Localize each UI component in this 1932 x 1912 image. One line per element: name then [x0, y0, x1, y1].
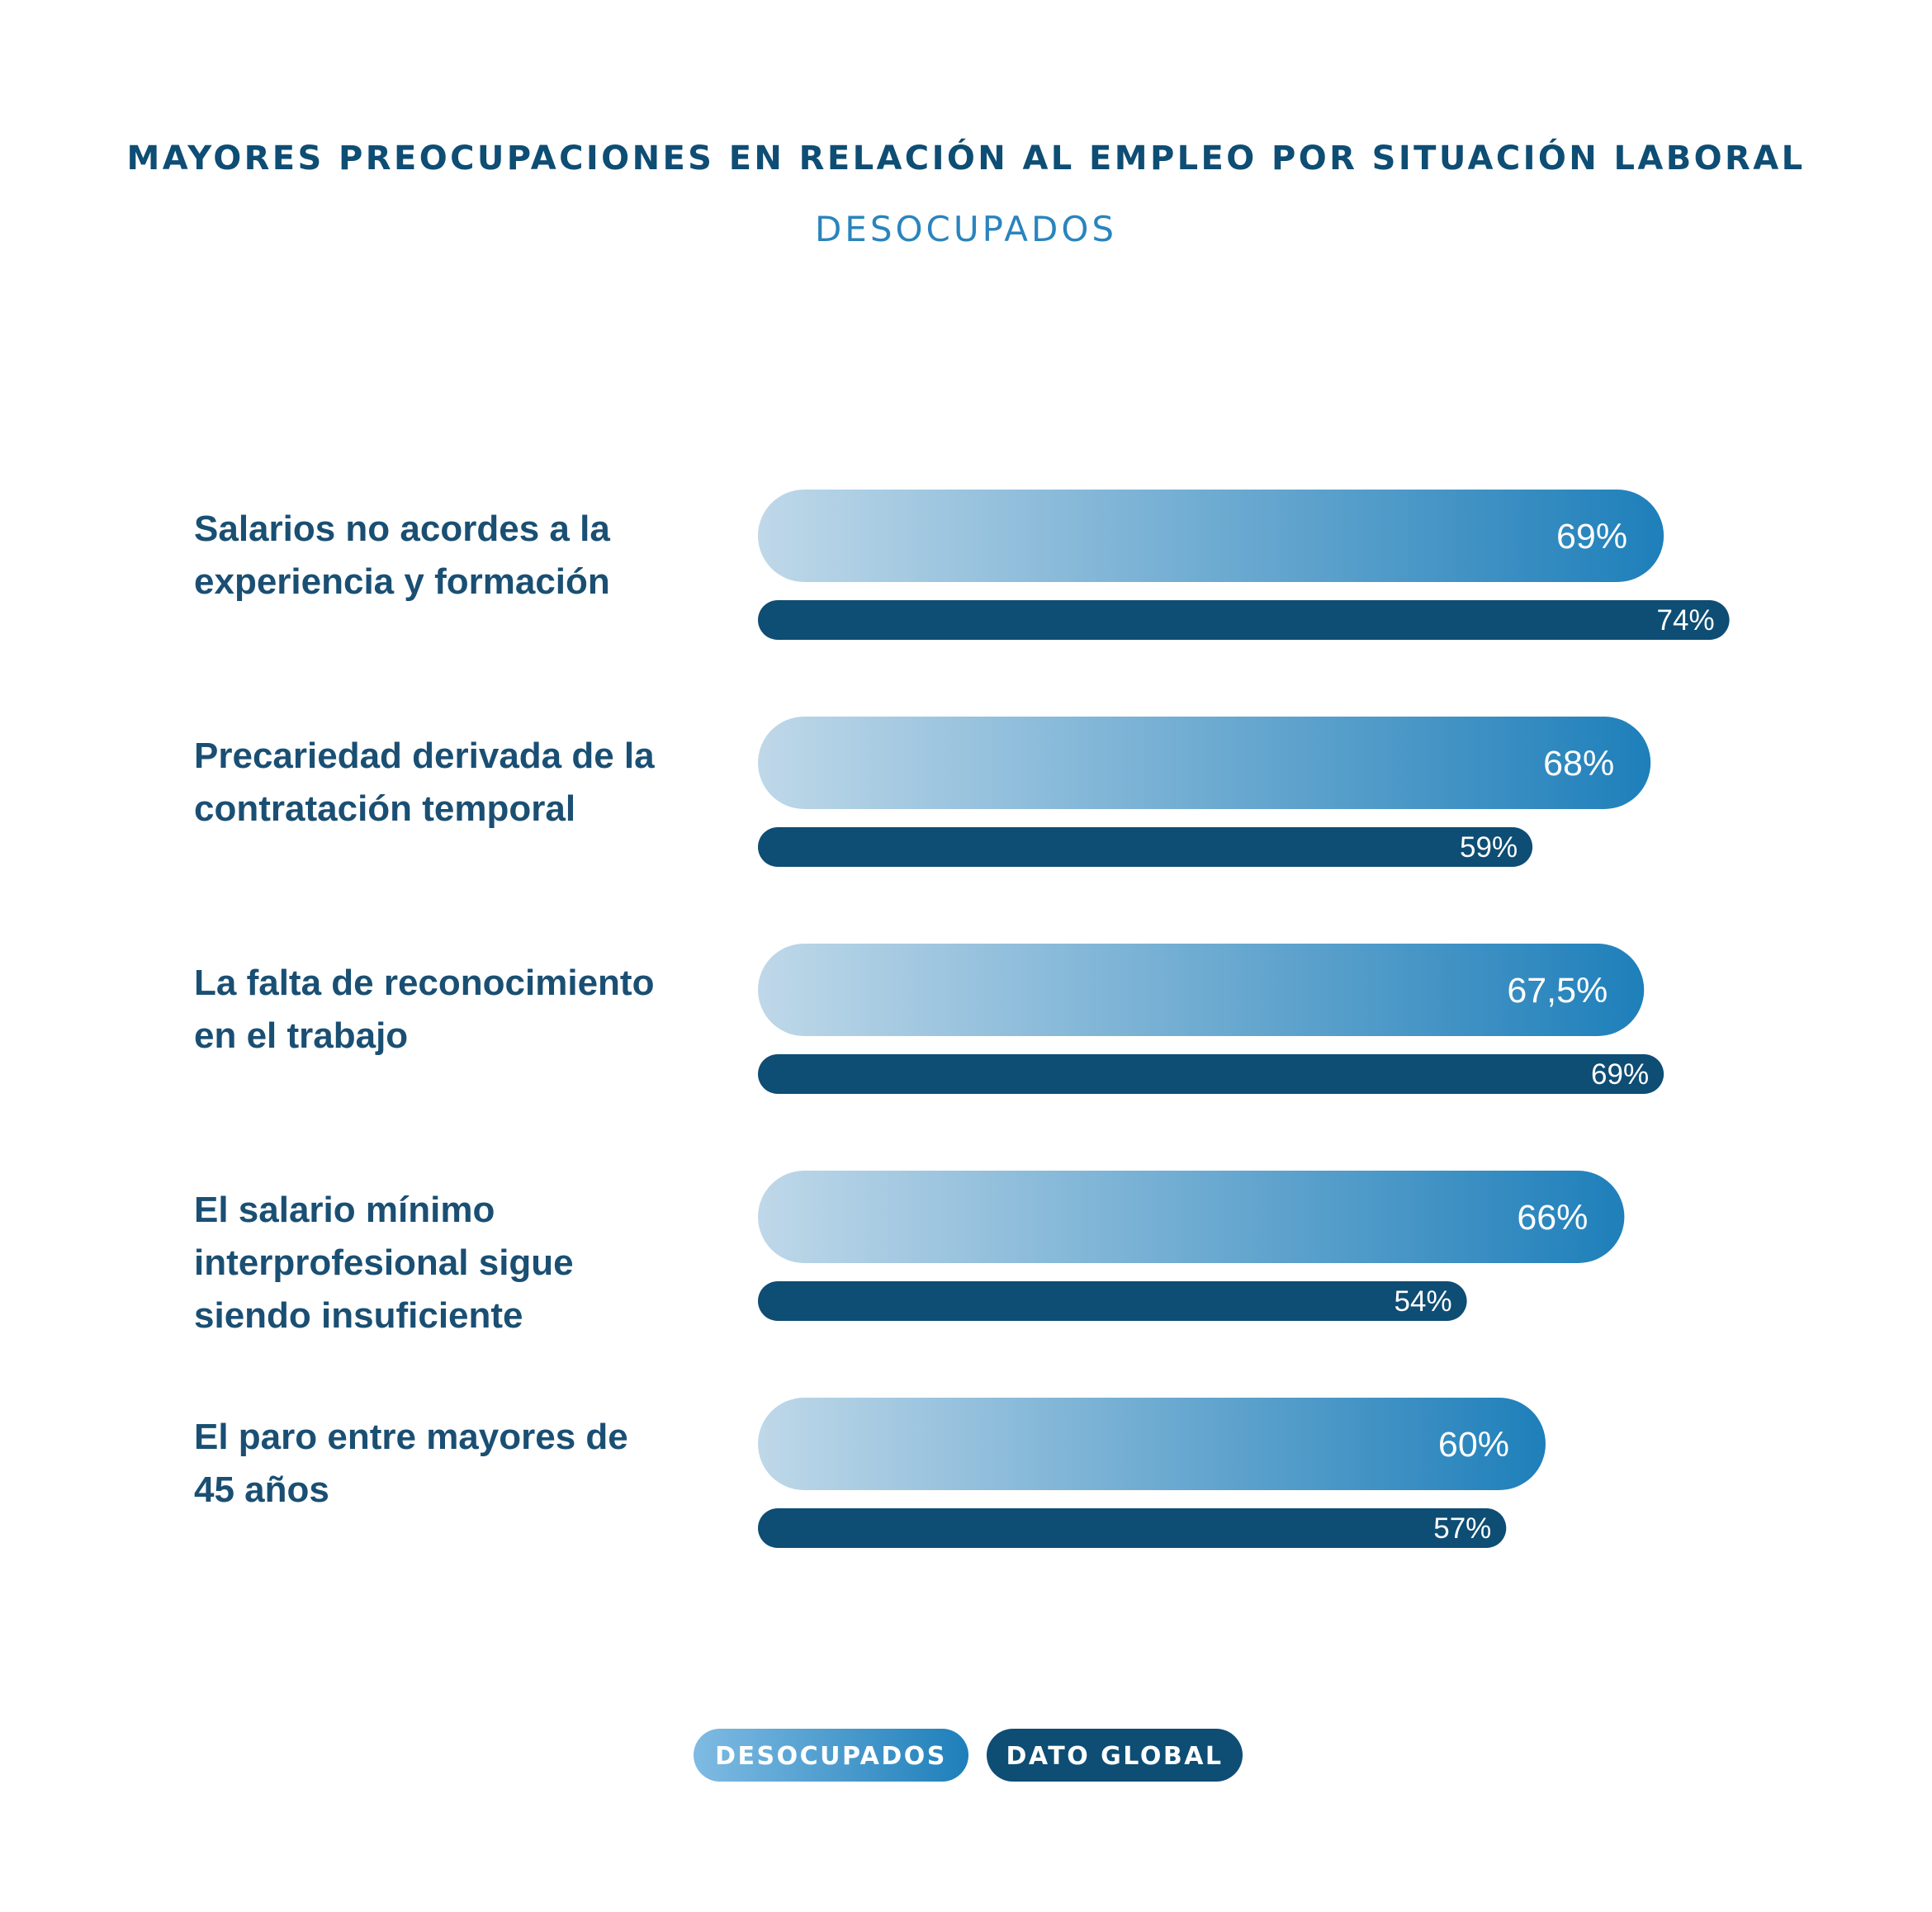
value-label-desocupados: 67,5%	[1507, 971, 1608, 1010]
value-label-dato-global: 69%	[1591, 1058, 1649, 1091]
bar-dato-global	[758, 827, 1533, 867]
category-label: Salarios no acordes a la	[194, 509, 610, 549]
bar-desocupados	[758, 1398, 1546, 1490]
legend-swatch	[694, 1729, 968, 1782]
bar-group: La falta de reconocimiento en el trabajo 6…	[194, 944, 1664, 1094]
bar-dato-global	[758, 1054, 1664, 1094]
bar-dato-global	[758, 1508, 1507, 1548]
value-label-desocupados: 66%	[1517, 1198, 1588, 1238]
value-label-desocupados: 69%	[1556, 517, 1627, 556]
chart-subtitle: DESOCUPADOS	[815, 209, 1117, 249]
legend-label: DESOCUPADOS	[715, 1742, 947, 1771]
category-label: El paro entre mayores de	[194, 1417, 628, 1457]
bar-dato-global	[758, 1281, 1467, 1321]
value-label-dato-global: 54%	[1395, 1285, 1452, 1318]
category-label: 45 años	[194, 1469, 329, 1510]
bar-group: El paro entre mayores de 45 años 60% 57%	[194, 1398, 1546, 1548]
category-label: experiencia y formación	[194, 561, 610, 602]
legend-swatch	[987, 1729, 1243, 1782]
legend-item-desocupados: DESOCUPADOS	[694, 1729, 968, 1782]
bar-group: Precariedad derivada de la contratación t…	[194, 717, 1651, 867]
bar-group: El salario mínimo interprofesional sigue s…	[194, 1171, 1625, 1336]
legend-label: DATO GLOBAL	[1006, 1742, 1223, 1771]
category-label: El salario mínimo	[194, 1190, 495, 1230]
value-label-dato-global: 59%	[1460, 831, 1518, 864]
value-label-desocupados: 60%	[1438, 1425, 1509, 1465]
bar-group: Salarios no acordes a la experiencia y fo…	[194, 490, 1730, 640]
bar-desocupados	[758, 944, 1645, 1036]
category-label: contratación temporal	[194, 788, 575, 829]
legend-item-dato-global: DATO GLOBAL	[987, 1729, 1243, 1782]
bar-desocupados	[758, 1171, 1625, 1263]
category-label: interprofesional sigue	[194, 1242, 574, 1283]
category-label: en el trabajo	[194, 1015, 408, 1056]
bar-desocupados	[758, 717, 1651, 809]
value-label-dato-global: 74%	[1657, 604, 1715, 637]
legend: DESOCUPADOS DATO GLOBAL	[694, 1729, 1243, 1782]
bar-desocupados	[758, 490, 1664, 582]
value-label-desocupados: 68%	[1543, 744, 1614, 783]
category-label: Precariedad derivada de la	[194, 736, 655, 776]
category-label: siendo insuficiente	[194, 1295, 523, 1336]
value-label-dato-global: 57%	[1433, 1512, 1491, 1545]
chart-title: MAYORES PREOCUPACIONES EN RELACIÓN AL EM…	[127, 138, 1806, 177]
category-label: La falta de reconocimiento	[194, 963, 654, 1003]
bar-dato-global	[758, 600, 1730, 640]
bars-layer: Salarios no acordes a la experiencia y fo…	[194, 490, 1730, 1548]
